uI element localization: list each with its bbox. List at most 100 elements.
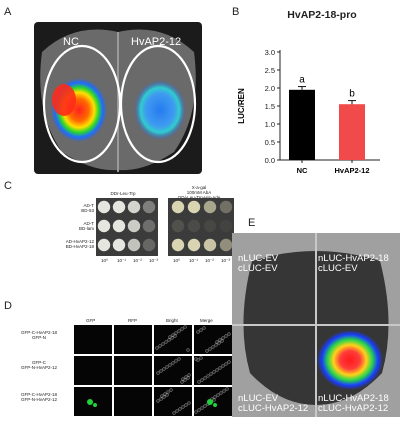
y-tick-label: 1.5 [265, 102, 275, 111]
y-tick-label: 2.5 [265, 66, 275, 75]
dil-left-2: 10⁻² [133, 258, 142, 263]
dil-left-0: 10⁰ [101, 258, 108, 263]
y-tick-label: 1.0 [265, 120, 275, 129]
cell-texture [212, 398, 216, 402]
yeast-colony [127, 200, 141, 214]
dil-left-1: 10⁻¹ [117, 258, 126, 263]
yeast-colony [171, 219, 185, 233]
yeast-colony [219, 219, 233, 233]
cell-texture [212, 370, 216, 374]
chart-title: HvAP2-18-pro [287, 9, 357, 21]
yeast-colony [142, 219, 156, 233]
cell-texture [184, 403, 188, 407]
q-bl-line1: nLUC-EV [238, 393, 279, 404]
yeast-colony [112, 238, 126, 252]
cell-texture [162, 367, 166, 371]
yeast-colony [171, 238, 185, 252]
microscopy-cell [194, 325, 232, 354]
cell-texture [169, 388, 173, 392]
panel-e-q-top-left: nLUC-EV cLUC-EV [238, 254, 278, 274]
q-tl-line1: nLUC-EV [238, 253, 279, 264]
col-gfp: GFP [86, 318, 96, 323]
cell-texture [222, 389, 226, 393]
panel-c-row-labels: AD-T BD-53 AD-T BD-lam AD-HvAP2-12 BD-Hv… [60, 199, 234, 255]
microscopy-cell [74, 356, 112, 385]
microscopy-cell [114, 325, 152, 354]
col-bright: Bright [166, 318, 178, 323]
microscopy-cell [194, 356, 232, 385]
gfp-signal [93, 403, 97, 407]
panel-a-label-nc: NC [63, 36, 79, 48]
cell-texture [197, 408, 201, 412]
cell-texture [171, 361, 175, 365]
gfp-signal [87, 399, 93, 405]
panel-c-row3-line2: BD-HvAP2-18 [65, 244, 94, 249]
panel-d-letter: D [4, 300, 12, 312]
panel-d-microscopy-grid [74, 325, 232, 416]
panel-c-header-right-line2: 100mM AbA [186, 190, 212, 195]
cell-texture [177, 329, 181, 333]
cell-texture [219, 391, 223, 395]
y-tick-label: 3.0 [265, 48, 275, 57]
cell-texture [220, 339, 224, 343]
panel-d-row2-line1: GFP-C [32, 360, 46, 365]
cell-texture [159, 397, 163, 401]
panel-a-luciferase-image [34, 22, 202, 174]
yeast-colony [187, 200, 201, 214]
panel-c-row1-line2: BD-53 [81, 208, 94, 213]
yeast-colony [142, 200, 156, 214]
panel-c-header-right-line1: X-a-gal [191, 185, 207, 190]
y-axis-label: LUC/REN [237, 88, 246, 124]
panel-a-letter: A [4, 6, 12, 18]
cell-texture [177, 357, 181, 361]
cell-texture [209, 372, 213, 376]
cell-texture [183, 325, 187, 329]
cell-texture [155, 346, 159, 350]
cell-texture [168, 363, 172, 367]
cell-texture [203, 376, 207, 380]
panel-b-letter: B [232, 6, 240, 18]
panel-c-header-right: X-a-gal 100mM AbA QD/-Leu-Trp-His-Ade [166, 185, 232, 200]
cell-texture [202, 326, 206, 330]
panel-d-row1-line2: GFP-N [32, 335, 46, 340]
panel-d-row2-label: GFP-C GFP-N-HvAP2-12 [6, 360, 72, 370]
panel-c-row1-label: AD-T BD-53 [60, 203, 94, 213]
q-br-line2: cLUC-HvAP2-12 [318, 403, 389, 414]
cell-texture [194, 410, 198, 414]
panel-c-row2-line2: BD-lam [78, 226, 94, 231]
cell-texture [174, 359, 178, 363]
cell-texture [158, 344, 162, 348]
yeast-colony [219, 238, 233, 252]
y-tick-label: 2.0 [265, 84, 275, 93]
panel-d-row1-label: GFP-C-HvAP2-18 GFP-N [6, 330, 72, 340]
y-tick-label: 0.5 [265, 138, 275, 147]
panel-e-letter: E [248, 217, 256, 229]
panel-e-q-top-right: nLUC-HvAP2-18 cLUC-EV [318, 254, 389, 274]
cell-texture [221, 336, 225, 340]
cell-texture [183, 378, 187, 382]
cell-texture [215, 368, 219, 372]
microscopy-cell [154, 356, 192, 385]
cell-texture [224, 362, 228, 366]
cell-texture [196, 330, 200, 334]
panel-e-leaf-figure [232, 233, 400, 417]
panel-a-leaf-figure [40, 29, 197, 172]
panel-d-row3-label: GFP-C-HvAP2-18 GFP-N-HvAP2-12 [6, 392, 72, 402]
dil-right-2: 10⁻² [205, 258, 214, 263]
yeast-colony [97, 219, 111, 233]
yeast-colony [142, 238, 156, 252]
cell-texture [208, 347, 212, 351]
cell-texture [196, 358, 200, 362]
dil-left-3: 10⁻³ [149, 258, 158, 263]
cell-texture [199, 328, 203, 332]
cell-texture [175, 409, 179, 413]
cell-texture [173, 334, 177, 338]
cell-texture [221, 364, 225, 368]
q-tr-line2: cLUC-EV [318, 263, 358, 274]
cell-texture [161, 342, 165, 346]
panel-c-row2-line1: AD-T [83, 221, 95, 226]
cell-texture [187, 373, 191, 377]
cell-texture [156, 399, 160, 403]
q-bl-line2: cLUC-HvAP2-12 [238, 403, 309, 414]
gfp-signal [207, 399, 213, 405]
